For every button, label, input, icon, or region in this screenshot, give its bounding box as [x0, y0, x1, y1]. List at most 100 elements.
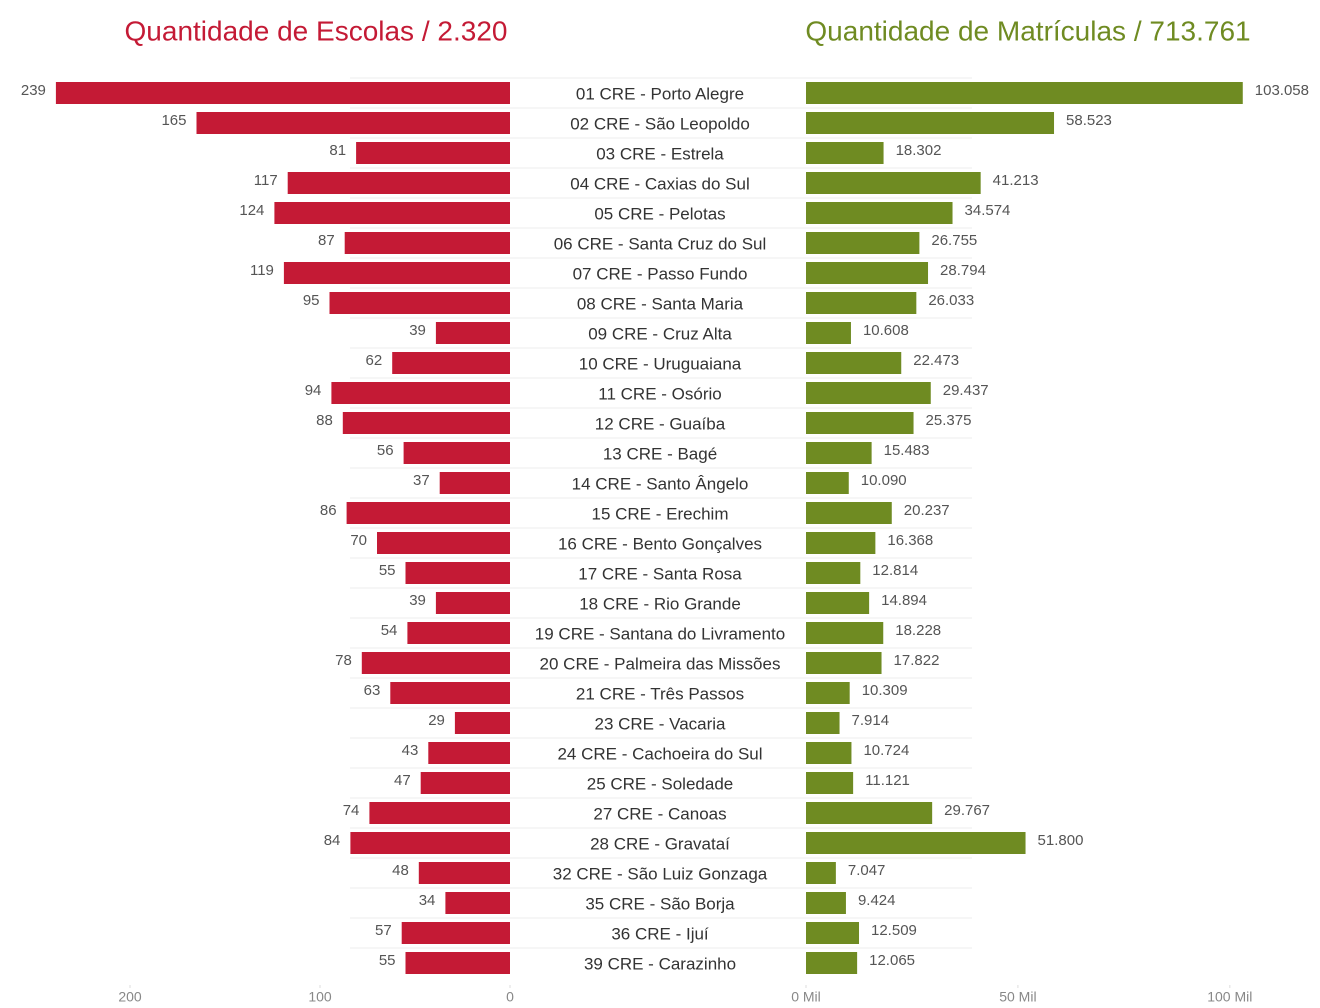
category-label: 01 CRE - Porto Alegre [576, 84, 744, 103]
x-tick-label: 0 [506, 989, 514, 1005]
bar [420, 772, 510, 794]
value-label: 28.794 [940, 262, 986, 279]
bar [392, 352, 510, 374]
value-label: 12.814 [872, 562, 918, 579]
category-label: 14 CRE - Santo Ângelo [572, 474, 749, 493]
value-label: 25.375 [926, 412, 972, 429]
bar [283, 262, 510, 284]
value-label: 7.914 [852, 712, 890, 729]
bar [350, 832, 510, 854]
value-label: 16.368 [887, 532, 933, 549]
value-label: 20.237 [904, 502, 950, 519]
category-label: 25 CRE - Soledade [587, 774, 733, 793]
bar [806, 262, 929, 284]
bar [331, 382, 510, 404]
bar [274, 202, 510, 224]
value-label: 88 [316, 412, 333, 429]
value-label: 62 [366, 352, 383, 369]
value-label: 239 [21, 82, 46, 99]
category-label: 24 CRE - Cachoeira do Sul [557, 744, 762, 763]
bar [806, 352, 902, 374]
value-label: 94 [305, 382, 322, 399]
value-label: 29.767 [944, 802, 990, 819]
category-label: 08 CRE - Santa Maria [577, 294, 744, 313]
bar [196, 112, 510, 134]
value-label: 103.058 [1255, 82, 1309, 99]
bar [435, 592, 510, 614]
category-label: 03 CRE - Estrela [596, 144, 724, 163]
bar [407, 622, 510, 644]
value-label: 51.800 [1038, 832, 1084, 849]
bar [806, 202, 953, 224]
bar [356, 142, 510, 164]
x-tick-label: 0 Mil [791, 989, 821, 1005]
category-label: 10 CRE - Uruguaiana [579, 354, 742, 373]
category-label: 05 CRE - Pelotas [594, 204, 725, 223]
bar [344, 232, 510, 254]
bar [806, 502, 892, 524]
value-label: 12.065 [869, 952, 915, 969]
category-label: 02 CRE - São Leopoldo [570, 114, 750, 133]
category-label: 23 CRE - Vacaria [594, 714, 726, 733]
bar [346, 502, 510, 524]
category-label: 28 CRE - Gravataí [590, 834, 730, 853]
category-label: 06 CRE - Santa Cruz do Sul [554, 234, 767, 253]
bar [369, 802, 510, 824]
bar [806, 892, 846, 914]
value-label: 39 [409, 322, 426, 339]
bar [806, 82, 1243, 104]
bar [806, 322, 851, 344]
category-label: 19 CRE - Santana do Livramento [535, 624, 785, 643]
bar [806, 112, 1055, 134]
category-label: 18 CRE - Rio Grande [579, 594, 741, 613]
value-label: 41.213 [993, 172, 1039, 189]
bar [806, 922, 860, 944]
bar [390, 682, 510, 704]
x-tick-label: 50 Mil [999, 989, 1036, 1005]
value-label: 119 [250, 262, 274, 279]
value-label: 18.228 [895, 622, 941, 639]
value-label: 17.822 [894, 652, 940, 669]
value-label: 9.424 [858, 892, 896, 909]
bar [418, 862, 510, 884]
value-label: 55 [379, 952, 396, 969]
category-label: 11 CRE - Osório [598, 384, 721, 403]
value-label: 10.309 [862, 682, 908, 699]
bar [806, 382, 931, 404]
value-label: 74 [343, 802, 360, 819]
value-label: 10.608 [863, 322, 909, 339]
value-label: 48 [392, 862, 409, 879]
value-label: 29.437 [943, 382, 989, 399]
bar [428, 742, 510, 764]
category-label: 36 CRE - Ijuí [611, 924, 709, 943]
x-tick-label: 200 [118, 989, 142, 1005]
value-label: 39 [409, 592, 426, 609]
category-label: 21 CRE - Três Passos [576, 684, 744, 703]
bar [806, 682, 850, 704]
category-label: 13 CRE - Bagé [603, 444, 717, 463]
value-label: 34.574 [965, 202, 1011, 219]
bar [806, 232, 920, 254]
bar [806, 592, 870, 614]
value-label: 26.755 [931, 232, 977, 249]
value-label: 12.509 [871, 922, 917, 939]
bar [377, 532, 510, 554]
bar [806, 802, 933, 824]
value-label: 11.121 [865, 772, 910, 789]
value-label: 10.090 [861, 472, 907, 489]
category-label: 12 CRE - Guaíba [595, 414, 726, 433]
bar [405, 952, 510, 974]
bar [55, 82, 511, 104]
bar [806, 652, 882, 674]
bar [454, 712, 510, 734]
bar [361, 652, 510, 674]
value-label: 84 [324, 832, 341, 849]
value-label: 124 [239, 202, 264, 219]
bar [403, 442, 510, 464]
category-label: 04 CRE - Caxias do Sul [570, 174, 750, 193]
bar [287, 172, 510, 194]
value-label: 56 [377, 442, 394, 459]
bar [806, 142, 884, 164]
value-label: 55 [379, 562, 396, 579]
